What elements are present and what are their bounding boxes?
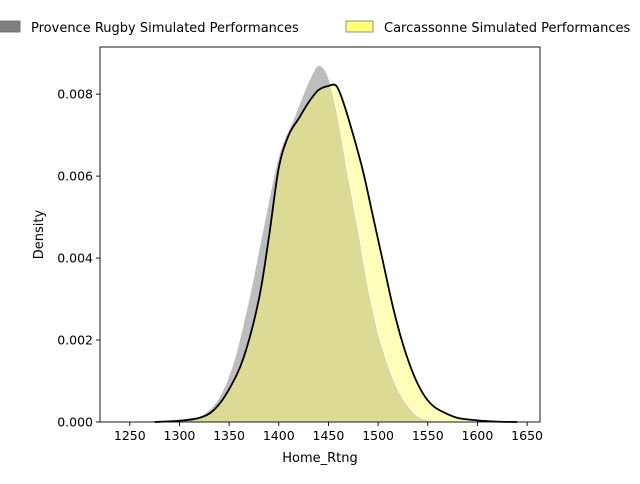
x-tick-label: 1450 — [313, 428, 345, 443]
legend-label-carcassonne: Carcassonne Simulated Performances — [384, 21, 631, 36]
legend-label-provence: Provence Rugby Simulated Performances — [31, 21, 299, 36]
carcassonne-density-line — [154, 83, 518, 423]
x-axis-label: Home_Rtng — [282, 451, 358, 466]
y-axis-label: Density — [32, 209, 47, 259]
y-tick-label: 0.002 — [57, 333, 93, 348]
provence-density-line — [134, 64, 443, 423]
legend-swatch-carcassonne — [345, 20, 374, 33]
y-tick-label: 0.008 — [57, 87, 93, 102]
y-tick-label: 0.006 — [57, 169, 93, 184]
x-tick-label: 1650 — [511, 428, 543, 443]
plot-frame — [99, 46, 541, 423]
x-tick-label: 1250 — [114, 428, 146, 443]
y-tick-label: 0.000 — [57, 415, 93, 430]
x-tick-label: 1400 — [263, 428, 295, 443]
y-tick-label: 0.004 — [57, 251, 93, 266]
x-tick-label: 1300 — [164, 428, 196, 443]
carcassonne-density-area — [154, 84, 518, 422]
provence-density-area — [134, 65, 443, 423]
x-tick-label: 1350 — [213, 428, 245, 443]
x-tick-label: 1600 — [462, 428, 494, 443]
x-tick-label: 1550 — [412, 428, 444, 443]
x-tick-label: 1500 — [362, 428, 394, 443]
legend-swatch-provence — [0, 20, 21, 33]
